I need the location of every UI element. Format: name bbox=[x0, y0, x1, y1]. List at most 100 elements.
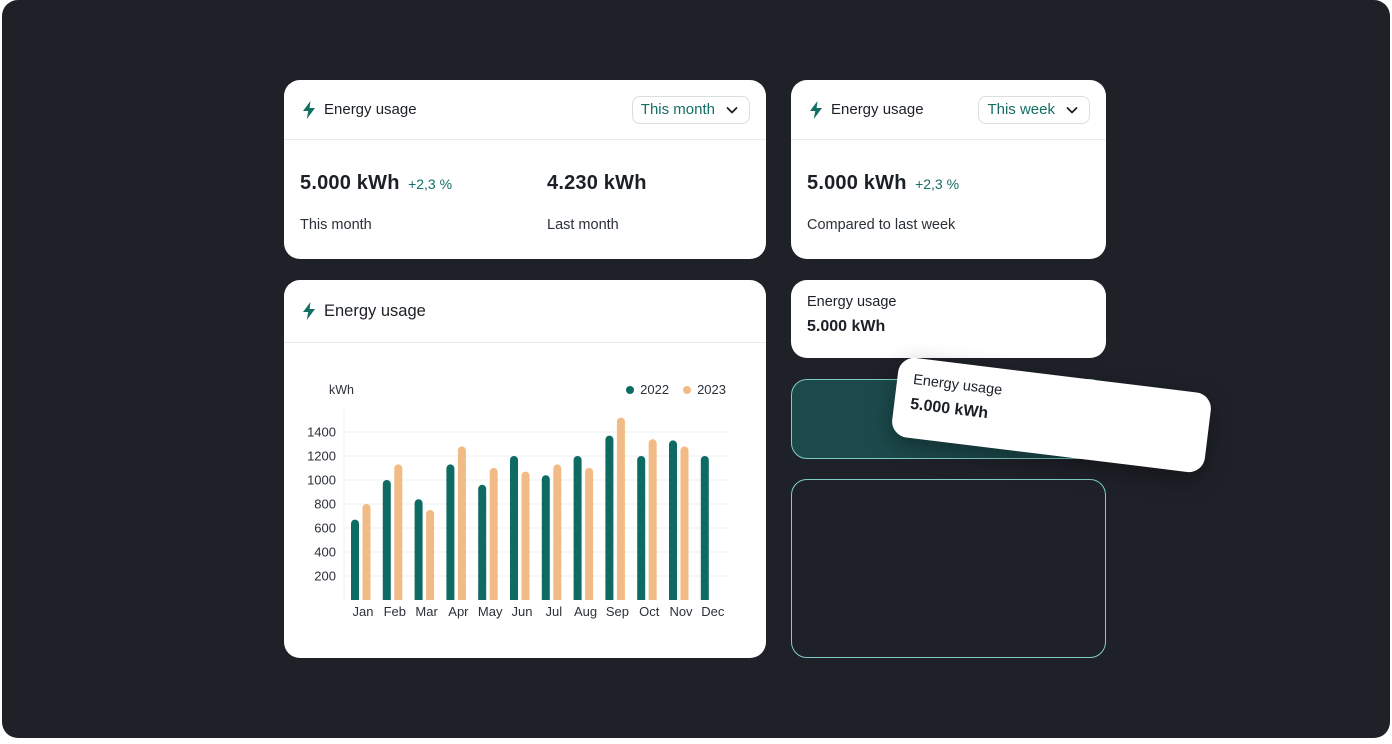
bar-2022-jul bbox=[541, 475, 550, 600]
bar-2022-jan bbox=[351, 519, 359, 600]
y-tick-label: 1000 bbox=[307, 473, 336, 488]
bar-base bbox=[637, 596, 646, 600]
x-tick-label: Sep bbox=[606, 604, 629, 619]
chevron-down-icon bbox=[726, 106, 738, 113]
weekly-label: Compared to last week bbox=[807, 217, 956, 233]
delta-badge: +2,3 % bbox=[408, 176, 453, 192]
bar-2023-mar bbox=[426, 510, 435, 600]
drop-zone-empty bbox=[791, 479, 1106, 658]
weekly-usage-card: Energy usage This week 5.000 kWh +2,3 % … bbox=[791, 80, 1106, 259]
bolt-icon bbox=[810, 100, 822, 119]
previous-label: Last month bbox=[547, 217, 619, 233]
bar-2022-feb bbox=[382, 480, 391, 600]
x-tick-label: Nov bbox=[669, 604, 693, 619]
bar-2022-may bbox=[478, 484, 487, 600]
period-dropdown[interactable]: This month bbox=[631, 95, 750, 124]
bar-2023-jul bbox=[553, 464, 562, 600]
current-value: 5.000 kWh bbox=[300, 172, 400, 194]
bar-base bbox=[478, 596, 487, 600]
legend-item-2023: 2023 bbox=[683, 382, 726, 397]
bar-2022-mar bbox=[414, 499, 423, 600]
weekly-value: 5.000 kWh bbox=[807, 172, 907, 194]
period-dropdown-label: This month bbox=[640, 101, 715, 118]
bar-base bbox=[553, 596, 562, 600]
legend-item-2022: 2022 bbox=[626, 382, 669, 397]
x-tick-label: Jun bbox=[512, 604, 533, 619]
bar-base bbox=[394, 596, 403, 600]
y-tick-label: 600 bbox=[314, 521, 336, 536]
legend-label: 2022 bbox=[640, 382, 670, 397]
period-dropdown-label: This week bbox=[987, 101, 1055, 118]
bar-chart: kWh 200 400 600 800 1000 1200 1400 Jan Feb Mar Apr M… bbox=[307, 383, 727, 619]
bolt-icon bbox=[303, 302, 315, 320]
bar-2022-nov bbox=[669, 440, 677, 600]
bolt-icon bbox=[303, 100, 315, 119]
bar-2023-oct bbox=[648, 439, 657, 600]
bar-2023-jan bbox=[362, 504, 371, 600]
x-tick-label: Jan bbox=[353, 604, 374, 619]
bar-2022-jun bbox=[510, 456, 518, 600]
bar-2023-jun bbox=[521, 471, 530, 600]
previous-stat: 4.230 kWh bbox=[547, 172, 647, 195]
bar-2022-apr bbox=[446, 464, 455, 600]
card-header: Energy usage This week bbox=[791, 80, 1106, 140]
weekly-stat: 5.000 kWh +2,3 % bbox=[807, 172, 959, 195]
previous-value: 4.230 kWh bbox=[547, 172, 647, 194]
chevron-down-icon bbox=[1066, 106, 1078, 113]
period-dropdown[interactable]: This week bbox=[978, 95, 1090, 124]
bar-base bbox=[510, 596, 518, 600]
card-title: Energy usage bbox=[831, 101, 924, 118]
chart-legend: 2022 2023 bbox=[626, 382, 726, 397]
bar-2022-oct bbox=[637, 456, 646, 600]
bar-2023-nov bbox=[680, 446, 689, 600]
card-header: Energy usage This month bbox=[284, 80, 766, 140]
bar-2023-may bbox=[489, 468, 498, 600]
legend-label: 2023 bbox=[697, 382, 726, 397]
bar-2022-aug bbox=[573, 456, 582, 600]
y-tick-label: 1400 bbox=[307, 425, 336, 440]
bar-base bbox=[541, 596, 550, 600]
current-label: This month bbox=[300, 217, 372, 233]
bar-base bbox=[648, 596, 657, 600]
bar-base bbox=[700, 596, 709, 600]
bar-base bbox=[669, 596, 677, 600]
monthly-usage-card: Energy usage This month 5.000 kWh +2,3 %… bbox=[284, 80, 766, 259]
bar-base bbox=[426, 596, 435, 600]
x-tick-label: Jul bbox=[545, 604, 562, 619]
card-title: Energy usage bbox=[807, 294, 897, 310]
bar-2023-sep bbox=[616, 417, 625, 600]
card-title: Energy usage bbox=[324, 101, 417, 118]
bar-2023-feb bbox=[394, 464, 403, 600]
current-stat: 5.000 kWh +2,3 % bbox=[300, 172, 452, 195]
x-tick-label: May bbox=[478, 604, 503, 619]
y-tick-label: 800 bbox=[314, 497, 336, 512]
x-tick-label: Feb bbox=[384, 604, 406, 619]
delta-badge: +2,3 % bbox=[915, 176, 960, 192]
x-tick-label: Oct bbox=[639, 604, 660, 619]
bar-2022-sep bbox=[605, 435, 614, 600]
y-tick-label: 200 bbox=[314, 569, 336, 584]
compact-usage-card: Energy usage 5.000 kWh bbox=[791, 280, 1106, 358]
y-axis-label: kWh bbox=[329, 383, 354, 397]
bar-base bbox=[680, 596, 689, 600]
bar-2023-apr bbox=[457, 446, 466, 600]
x-tick-label: Apr bbox=[448, 604, 469, 619]
bar-base bbox=[457, 596, 466, 600]
legend-swatch bbox=[626, 385, 635, 394]
x-tick-label: Dec bbox=[701, 604, 725, 619]
legend-swatch bbox=[683, 385, 692, 394]
bar-base bbox=[414, 596, 423, 600]
bar-base bbox=[362, 596, 371, 600]
bar-base bbox=[605, 596, 614, 600]
bar-base bbox=[382, 596, 391, 600]
bar-base bbox=[616, 596, 625, 600]
x-tick-label: Mar bbox=[415, 604, 438, 619]
card-header: Energy usage bbox=[284, 280, 766, 343]
bar-base bbox=[585, 596, 594, 600]
card-title: Energy usage bbox=[324, 301, 426, 320]
usage-chart-card: Energy usage 2022 2023 kWh 200 400 600 800 10… bbox=[284, 280, 766, 658]
bar-base bbox=[351, 596, 359, 600]
y-tick-label: 400 bbox=[314, 545, 336, 560]
bar-base bbox=[521, 596, 530, 600]
